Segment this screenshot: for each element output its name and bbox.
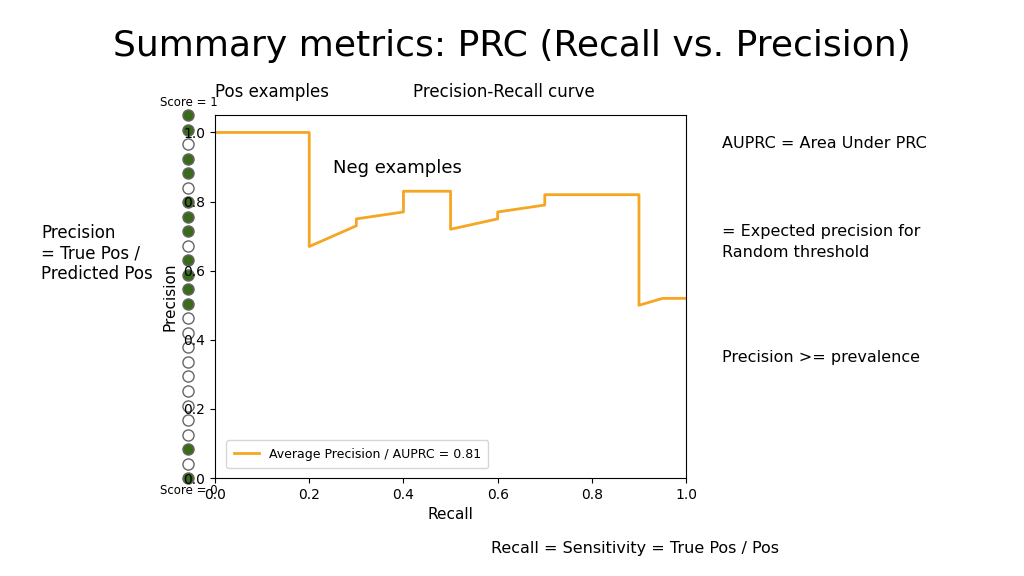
Text: Score = 1: Score = 1	[160, 96, 217, 109]
Legend: Average Precision / AUPRC = 0.81: Average Precision / AUPRC = 0.81	[226, 440, 488, 468]
Text: Pos examples: Pos examples	[215, 83, 329, 101]
Text: Precision >= prevalence: Precision >= prevalence	[722, 350, 920, 365]
Text: Score = 0: Score = 0	[160, 484, 217, 497]
Text: Precision
= True Pos /
Predicted Pos: Precision = True Pos / Predicted Pos	[41, 223, 153, 283]
Text: AUPRC = Area Under PRC: AUPRC = Area Under PRC	[722, 137, 927, 151]
Y-axis label: Precision: Precision	[163, 263, 178, 331]
Text: Neg examples: Neg examples	[333, 159, 462, 177]
Text: Recall = Sensitivity = True Pos / Pos: Recall = Sensitivity = True Pos / Pos	[490, 541, 779, 556]
X-axis label: Recall: Recall	[428, 507, 473, 522]
Text: Precision-Recall curve: Precision-Recall curve	[413, 83, 595, 101]
Text: Summary metrics: PRC (Recall vs. Precision): Summary metrics: PRC (Recall vs. Precisi…	[113, 29, 911, 63]
Text: = Expected precision for
Random threshold: = Expected precision for Random threshol…	[722, 224, 921, 260]
